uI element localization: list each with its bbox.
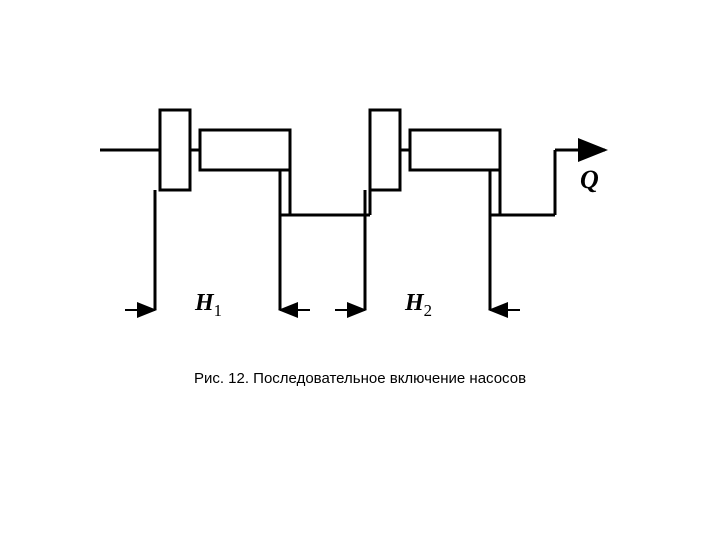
h1-symbol: H bbox=[195, 290, 214, 316]
label-h1: H1 bbox=[195, 290, 222, 321]
caption-text: Рис. 12. Последовательное включение насо… bbox=[194, 370, 526, 387]
figure-caption: Рис. 12. Последовательное включение насо… bbox=[0, 370, 720, 387]
label-h2: H2 bbox=[405, 290, 432, 321]
h2-subscript: 2 bbox=[424, 301, 432, 320]
diagram-container: H1 H2 Q Рис. 12. Последовательное включе… bbox=[0, 0, 720, 540]
q-symbol: Q bbox=[580, 165, 599, 194]
h1-subscript: 1 bbox=[214, 301, 222, 320]
label-q: Q bbox=[580, 165, 599, 195]
pump-diagram-svg bbox=[0, 0, 720, 540]
h2-symbol: H bbox=[405, 290, 424, 316]
